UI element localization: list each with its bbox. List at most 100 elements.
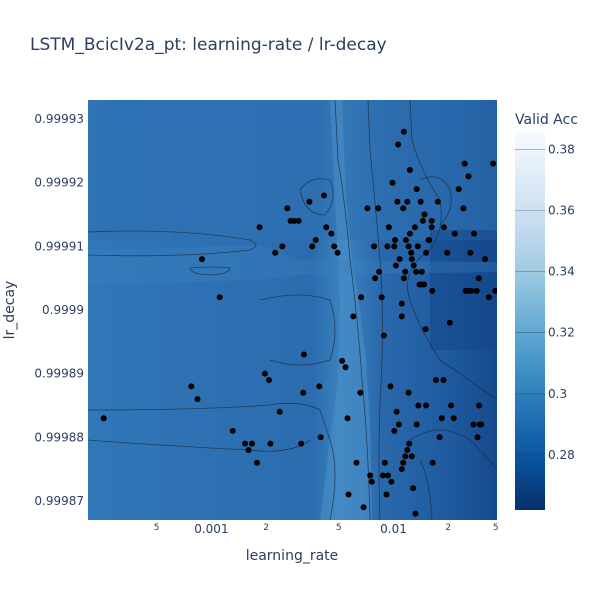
data-point-64 [411, 224, 418, 231]
data-point-103 [385, 472, 391, 479]
colorbar-tick-label: 0.3 [548, 387, 567, 401]
data-point-148 [423, 402, 430, 409]
data-point-31 [328, 230, 335, 237]
data-point-79 [467, 249, 474, 256]
data-point-143 [470, 421, 477, 428]
data-point-111 [413, 268, 420, 275]
colorbar-title: Valid Acc [515, 112, 578, 128]
contour-line-8 [409, 429, 497, 471]
data-point-1 [188, 383, 195, 390]
y-tick-label: 0.99992 [34, 176, 84, 190]
contour-band-upper [88, 100, 497, 240]
data-point-5 [229, 427, 236, 434]
data-point-74 [446, 319, 453, 326]
data-point-137 [510, 473, 516, 479]
data-point-60 [400, 275, 407, 282]
data-point-94 [400, 459, 407, 466]
data-point-67 [422, 326, 429, 333]
data-point-8 [249, 440, 255, 447]
y-axis-title: lr_decay [2, 281, 18, 340]
data-point-124 [404, 198, 411, 205]
data-point-63 [408, 256, 415, 263]
data-point-136 [507, 390, 513, 396]
data-point-83 [482, 256, 488, 263]
x-minor-tick-label: 5 [493, 523, 499, 533]
data-point-21 [298, 440, 305, 447]
data-point-26 [312, 237, 319, 243]
data-point-86 [398, 300, 405, 307]
data-point-93 [398, 466, 405, 473]
data-point-41 [358, 294, 365, 301]
data-point-56 [391, 243, 398, 250]
data-point-84 [485, 294, 492, 301]
data-point-145 [440, 377, 447, 383]
data-point-45 [368, 478, 375, 485]
data-point-7 [245, 447, 252, 453]
points-layer [100, 128, 516, 517]
contour-line-3 [189, 266, 231, 276]
data-point-106 [380, 472, 386, 479]
data-point-28 [317, 434, 324, 441]
colorbar: Valid Acc 0.38 0.36 0.34 0.32 0.3 0.28 [515, 112, 578, 510]
data-point-112 [414, 243, 421, 250]
data-point-141 [461, 160, 468, 167]
plot-area [88, 100, 516, 520]
contour-line-9 [299, 178, 334, 216]
data-point-71 [436, 434, 443, 441]
data-point-128 [434, 198, 441, 205]
data-point-90 [421, 211, 428, 218]
data-point-50 [378, 294, 385, 301]
data-point-142 [465, 173, 472, 180]
colorbar-tick-label: 0.32 [548, 326, 575, 340]
contour-line-1 [88, 230, 257, 257]
data-point-117 [426, 237, 433, 243]
y-tick-label: 0.99991 [34, 239, 84, 253]
data-point-22 [300, 389, 307, 396]
data-point-72 [440, 224, 447, 231]
data-point-49 [376, 268, 383, 275]
data-point-101 [393, 408, 400, 415]
data-point-118 [428, 217, 435, 224]
data-point-109 [408, 249, 415, 256]
data-point-96 [404, 447, 411, 453]
data-point-100 [412, 510, 419, 517]
data-point-69 [429, 287, 436, 294]
x-axis-title: learning_rate [246, 548, 339, 564]
colorbar-tick-label: 0.38 [548, 142, 575, 156]
data-point-125 [417, 198, 424, 205]
contour-line-12 [419, 176, 452, 226]
data-point-80 [471, 230, 478, 237]
data-point-123 [402, 268, 409, 275]
y-axis-ticks: 0.99993 0.99992 0.99991 0.9999 0.99989 0.9998… [34, 112, 84, 508]
data-point-11 [262, 370, 268, 377]
data-point-89 [413, 186, 420, 193]
contour-line-10 [419, 459, 433, 520]
data-point-10 [256, 224, 263, 231]
data-point-140 [476, 421, 483, 428]
x-tick-label: 0.001 [194, 522, 228, 536]
data-point-87 [400, 128, 407, 135]
data-point-134 [492, 287, 497, 294]
colorbar-tick-label: 0.36 [548, 204, 575, 218]
y-tick-label: 0.99987 [34, 494, 84, 508]
data-point-126 [419, 217, 426, 224]
data-point-99 [410, 485, 417, 492]
data-point-58 [395, 141, 402, 148]
colorbar-gradient [515, 131, 545, 510]
data-point-105 [381, 459, 388, 466]
data-point-48 [375, 205, 382, 212]
contour-line-2 [88, 402, 336, 520]
data-point-91 [391, 427, 398, 434]
data-point-2 [194, 396, 201, 403]
data-point-88 [406, 167, 413, 173]
data-point-110 [410, 262, 417, 269]
x-axis-ticks: 0.001 0.01 5 2 5 2 5 [154, 522, 499, 536]
data-point-54 [387, 383, 394, 390]
data-point-98 [408, 453, 415, 460]
data-point-16 [279, 243, 286, 250]
data-point-53 [385, 224, 392, 231]
data-point-27 [316, 383, 323, 390]
contour-lines [88, 100, 497, 520]
data-point-132 [475, 275, 482, 282]
data-point-108 [406, 230, 413, 237]
